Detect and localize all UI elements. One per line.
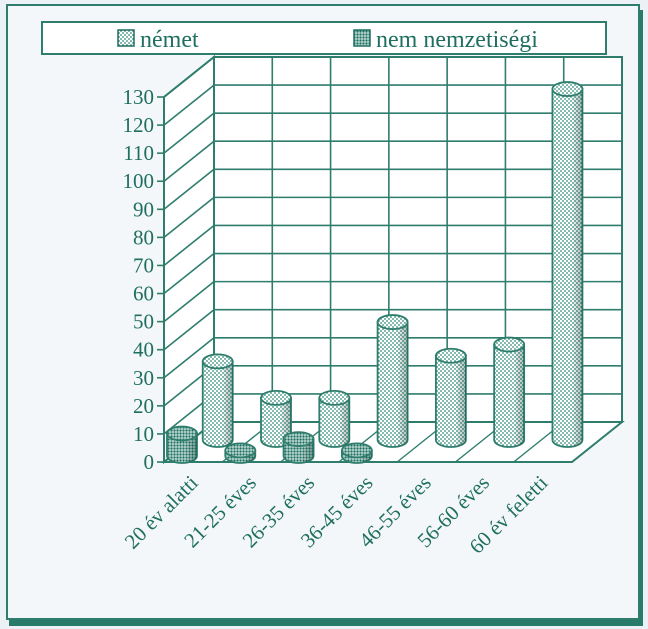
y-tick-label: 40 xyxy=(133,338,154,362)
gridline-side xyxy=(163,84,215,126)
y-tick-label: 20 xyxy=(133,394,154,418)
y-tick-label: 10 xyxy=(133,422,154,446)
bar-német-6 xyxy=(551,81,584,448)
gridline-side xyxy=(163,224,215,267)
gridline-side xyxy=(163,140,215,182)
y-tick-label: 80 xyxy=(133,225,154,249)
gridline-side xyxy=(163,168,215,210)
y-tick-label: 30 xyxy=(133,366,154,390)
bars xyxy=(166,81,584,464)
chart-frame: német nem nemzetiségi 0 10 20 30 40 50 60 70 80 9… xyxy=(6,4,640,620)
y-axis-ticks: 0 10 20 30 40 50 60 70 80 90 100 110 120 130 xyxy=(123,85,164,474)
y-tick-label: 110 xyxy=(123,141,154,165)
bar-nem-nemzetisegi-1 xyxy=(224,442,257,464)
y-tick-label: 70 xyxy=(133,253,154,277)
gridline-side xyxy=(163,252,215,295)
y-tick-label: 100 xyxy=(123,169,155,193)
gridline-side xyxy=(163,280,215,323)
bar-német-1 xyxy=(260,389,292,448)
legend: német nem nemzetiségi xyxy=(41,21,607,55)
gridline-side xyxy=(163,309,215,351)
legend-label-nem-nemzetisegi: nem nemzetiségi xyxy=(376,27,538,53)
legend-label-nemet: német xyxy=(140,27,199,53)
legend-box xyxy=(41,21,607,55)
y-tick-label: 0 xyxy=(144,450,155,474)
y-tick-label: 130 xyxy=(123,85,155,109)
y-tick-label: 60 xyxy=(133,282,154,306)
legend-swatch-nemet xyxy=(117,29,135,47)
bar-nem-nemzetisegi-3 xyxy=(340,442,373,464)
y-tick-label: 50 xyxy=(133,310,154,334)
chart-svg: német nem nemzetiségi 0 10 20 30 40 50 60 70 80 9… xyxy=(41,21,625,558)
gridline-side xyxy=(163,56,215,98)
y-tick-label: 90 xyxy=(133,197,154,221)
bar-német-2 xyxy=(318,389,351,448)
y-tick-label: 120 xyxy=(123,113,155,137)
gridline-side xyxy=(163,337,215,379)
gridline-side xyxy=(163,196,215,239)
bar-nem-nemzetisegi-2 xyxy=(282,431,315,464)
bar-német-4 xyxy=(434,347,467,448)
floor-line xyxy=(571,421,623,463)
bar-német-3 xyxy=(376,314,409,448)
gridline-side xyxy=(163,112,215,154)
legend-swatch-nem-nemzetisegi xyxy=(353,29,371,47)
bar-német-0 xyxy=(201,353,234,448)
bar-német-5 xyxy=(493,336,526,448)
bar-nem-nemzetisegi-0 xyxy=(166,425,198,464)
